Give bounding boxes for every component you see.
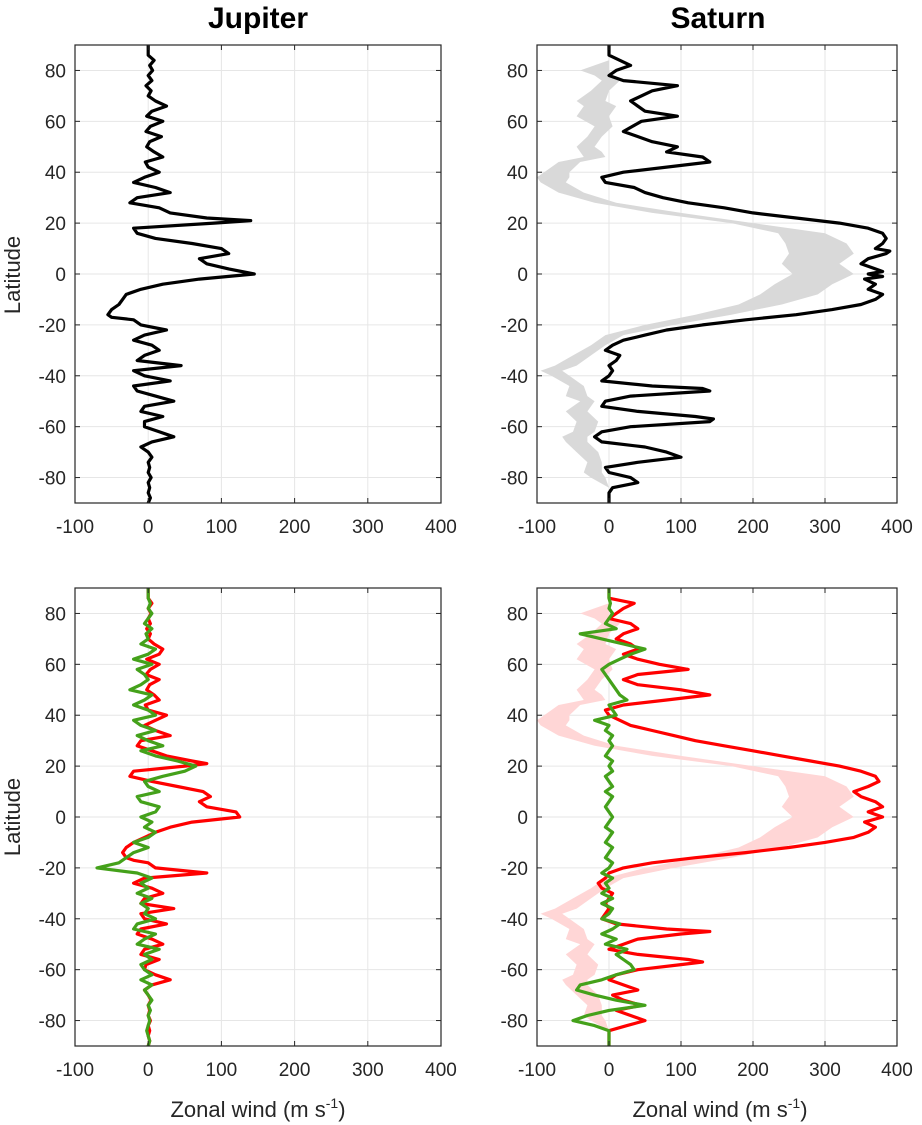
title-saturn: Saturn [670, 2, 765, 35]
x-tick-label: -100 [56, 1060, 94, 1081]
y-tick-label: -40 [501, 910, 528, 931]
xlabel-close: ) [338, 1097, 345, 1122]
xlabel-main: Zonal wind (m s [170, 1097, 325, 1122]
panel-4: -100 0 100 200 300 400 -80 -60 -40 -20 0 20 40 60 80 [501, 587, 913, 1081]
y-tick-label: -20 [39, 859, 66, 880]
y-tick-label: -60 [39, 961, 66, 982]
x-tick-label: 300 [809, 1060, 841, 1081]
panel-2: -100 0 100 200 300 400 -80 -60 -40 -20 0 20 40 60 80 [501, 44, 913, 538]
y-tick-label: -80 [39, 469, 66, 490]
y-tick-label: 0 [517, 265, 528, 286]
y-tick-label: 80 [507, 61, 528, 82]
x-tick-label: 200 [737, 517, 769, 538]
y-tick-label: 80 [45, 61, 66, 82]
y-tick-label: 0 [55, 808, 66, 829]
y-tick-label: -40 [39, 910, 66, 931]
y-tick-label: 20 [45, 757, 66, 778]
y-tick-label: 0 [55, 265, 66, 286]
x-tick-label: 0 [143, 517, 154, 538]
y-tick-label: -80 [501, 469, 528, 490]
y-tick-label: -20 [501, 316, 528, 337]
y-tick-label: -40 [501, 367, 528, 388]
series-line-red [596, 588, 885, 1046]
x-tick-label: 0 [604, 1060, 615, 1081]
x-tick-label: 400 [881, 517, 913, 538]
x-tick-label: 400 [425, 517, 457, 538]
x-tick-label: 100 [665, 1060, 697, 1081]
y-tick-label: 60 [507, 655, 528, 676]
panels: -100 0 100 200 300 400-80-60-40-20020406080-1… [39, 44, 913, 1081]
xlabel-main: Zonal wind (m s [632, 1097, 787, 1122]
y-tick-label: 40 [507, 163, 528, 184]
y-tick-label: -20 [501, 859, 528, 880]
x-tick-label: 300 [809, 517, 841, 538]
x-tick-label: -100 [56, 517, 94, 538]
xlabel-bottom-left: Zonal wind (m s-1) [170, 1095, 345, 1122]
y-tick-label: 60 [45, 112, 66, 133]
plot-area [537, 45, 892, 503]
ylabel-bottom: Latitude [0, 778, 25, 856]
series-line-green [571, 588, 647, 1046]
y-tick-label: 40 [45, 163, 66, 184]
x-tick-label: 0 [143, 1060, 154, 1081]
x-tick-label: 100 [665, 517, 697, 538]
series-line-black [106, 45, 256, 503]
y-tick-label: 60 [507, 112, 528, 133]
xlabel-bottom-right: Zonal wind (m s-1) [632, 1095, 807, 1122]
xlabel-close: ) [800, 1097, 807, 1122]
plot-area [106, 45, 256, 503]
xlabel-superscript: -1 [788, 1095, 801, 1111]
plot-area [537, 588, 885, 1046]
panel-1: -100 0 100 200 300 400 -80 -60 -40 -20 0 20 40 60 80 [39, 44, 457, 538]
x-tick-label: 100 [206, 1060, 238, 1081]
x-tick-label: 200 [279, 517, 311, 538]
x-tick-label: 200 [279, 1060, 311, 1081]
y-tick-label: -80 [501, 1012, 528, 1033]
y-tick-label: 80 [45, 604, 66, 625]
x-tick-label: 300 [352, 1060, 384, 1081]
y-tick-label: 20 [507, 214, 528, 235]
ylabel-top: Latitude [0, 236, 25, 314]
x-tick-label: -100 [518, 517, 556, 538]
y-tick-label: -20 [39, 316, 66, 337]
series-line-black [592, 45, 892, 503]
y-tick-label: -60 [39, 418, 66, 439]
y-tick-label: -80 [39, 1012, 66, 1033]
y-tick-label: 80 [507, 604, 528, 625]
series-line-green [95, 588, 198, 1046]
y-tick-label: -60 [501, 961, 528, 982]
x-tick-label: -100 [518, 1060, 556, 1081]
x-tick-label: 0 [604, 517, 615, 538]
y-tick-label: -40 [39, 367, 66, 388]
x-tick-label: 300 [352, 517, 384, 538]
x-tick-label: 100 [206, 517, 238, 538]
x-tick-label: 200 [737, 1060, 769, 1081]
xlabel-superscript: -1 [326, 1095, 339, 1111]
y-tick-label: 40 [45, 706, 66, 727]
x-tick-label: 400 [425, 1060, 457, 1081]
y-tick-label: 60 [45, 655, 66, 676]
y-tick-label: 20 [45, 214, 66, 235]
title-jupiter: Jupiter [208, 2, 308, 35]
y-tick-label: -60 [501, 418, 528, 439]
y-tick-label: 20 [507, 757, 528, 778]
plot-area [95, 588, 242, 1046]
panel-3: -100 0 100 200 300 400 -80 -60 -40 -20 0 20 40 60 80 [39, 587, 457, 1081]
y-tick-label: 40 [507, 706, 528, 727]
x-tick-label: 400 [881, 1060, 913, 1081]
y-tick-label: 0 [517, 808, 528, 829]
